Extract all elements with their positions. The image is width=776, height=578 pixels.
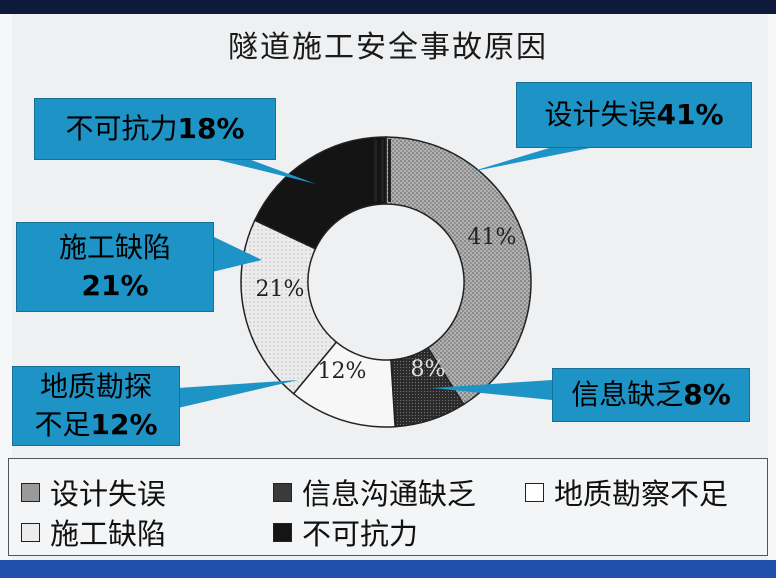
slice-不可抗力 <box>253 136 387 250</box>
legend-item-不可抗力: 不可抗力 <box>273 511 418 553</box>
slice-label-信息沟通缺乏: 8% <box>411 357 446 382</box>
slice-label-地质勘察不足: 12% <box>318 359 367 384</box>
callout-text: 设计失误41% <box>544 98 724 131</box>
callout-不可抗力: 不可抗力18% <box>34 98 276 160</box>
legend-swatch <box>21 522 40 542</box>
legend-label: 施工缺陷 <box>50 517 167 551</box>
callout-leader-信息沟通缺乏 <box>432 380 552 400</box>
legend-swatch <box>525 482 544 502</box>
top-bar <box>0 0 776 14</box>
callout-施工缺陷: 施工缺陷 21% <box>16 222 214 312</box>
chart-legend: 设计失误 信息沟通缺乏 地质勘察不足施工缺陷 不可抗力 <box>8 458 768 556</box>
callout-text: 21% <box>81 269 149 302</box>
slice-edge-band <box>374 139 377 202</box>
callout-text: 信息缺乏8% <box>571 378 731 411</box>
legend-swatch <box>273 482 292 502</box>
chart-title: 隧道施工安全事故原因 <box>228 30 548 65</box>
legend-label: 不可抗力 <box>302 517 419 551</box>
callout-信息沟通缺乏: 信息缺乏8% <box>552 368 750 422</box>
callout-text: 不足12% <box>34 408 158 441</box>
callout-leader-设计失误 <box>470 146 600 172</box>
callout-text: 地质勘探 <box>39 370 152 403</box>
callout-leader-地质勘察不足 <box>178 380 298 408</box>
legend-item-信息沟通缺乏: 信息沟通缺乏 <box>273 471 476 513</box>
slice-label-施工缺陷: 21% <box>256 277 305 302</box>
legend-item-地质勘察不足: 地质勘察不足 <box>525 471 728 513</box>
slice-edge-band <box>388 139 391 202</box>
legend-item-施工缺陷: 施工缺陷 <box>21 511 166 553</box>
slice-施工缺陷 <box>240 219 338 395</box>
legend-item-设计失误: 设计失误 <box>21 471 166 513</box>
callout-地质勘察不足: 地质勘探不足12% <box>12 366 180 446</box>
legend-label: 设计失误 <box>50 477 167 511</box>
legend-swatch <box>273 522 292 542</box>
callout-leader-不可抗力 <box>210 158 316 184</box>
callout-text: 施工缺陷 <box>58 231 171 264</box>
callout-设计失误: 设计失误41% <box>516 82 752 148</box>
callout-leader-施工缺陷 <box>212 236 262 272</box>
slice-label-设计失误: 41% <box>468 225 517 250</box>
callout-text: 不可抗力18% <box>65 112 245 145</box>
legend-swatch <box>21 482 40 502</box>
bottom-bar <box>0 560 776 578</box>
legend-label: 地质勘察不足 <box>554 477 729 511</box>
slice-edge-band <box>381 139 384 202</box>
legend-label: 信息沟通缺乏 <box>302 477 477 511</box>
